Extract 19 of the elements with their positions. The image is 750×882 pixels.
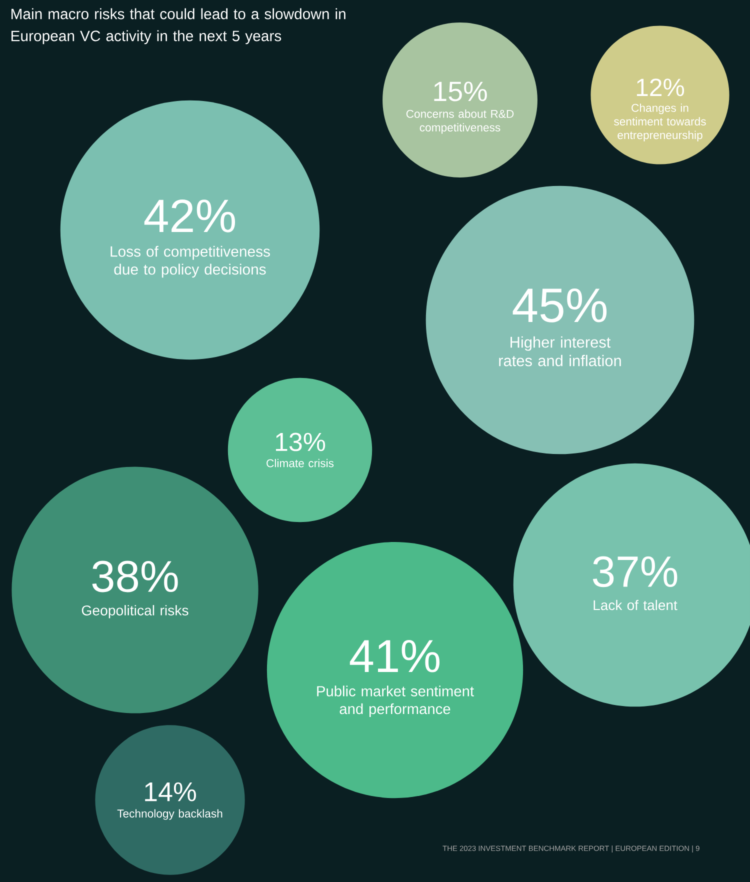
category-label: Higher interest rates and inflation [499, 336, 621, 366]
category-label: Loss of competitiveness due to policy decisions [110, 246, 270, 278]
data-label: 13% [276, 432, 326, 452]
data-label: 14% [145, 782, 196, 802]
category-label: Lack of talent [594, 600, 678, 610]
category-label: Climate crisis [266, 458, 334, 468]
data-label: 42% [144, 199, 236, 232]
category-label: Public market sentiment and performance [317, 686, 474, 718]
data-label: 12% [636, 78, 684, 96]
data-label: 15% [434, 82, 487, 102]
category-label: Technology backlash [117, 809, 222, 820]
data-label: 38% [92, 560, 178, 592]
text: Main macro risks that could lead to a slowdown in European VC activity in the next 5 years [12, 8, 346, 44]
data-label: 37% [592, 556, 678, 588]
data-label: 45% [512, 288, 607, 322]
category-label: Changes in sentiment towards entrepreneurship [614, 104, 706, 142]
category-label: Concerns about R&D competitiveness [406, 110, 514, 134]
category-label: Geopolitical risks [82, 605, 188, 618]
data-label: 41% [350, 640, 440, 672]
